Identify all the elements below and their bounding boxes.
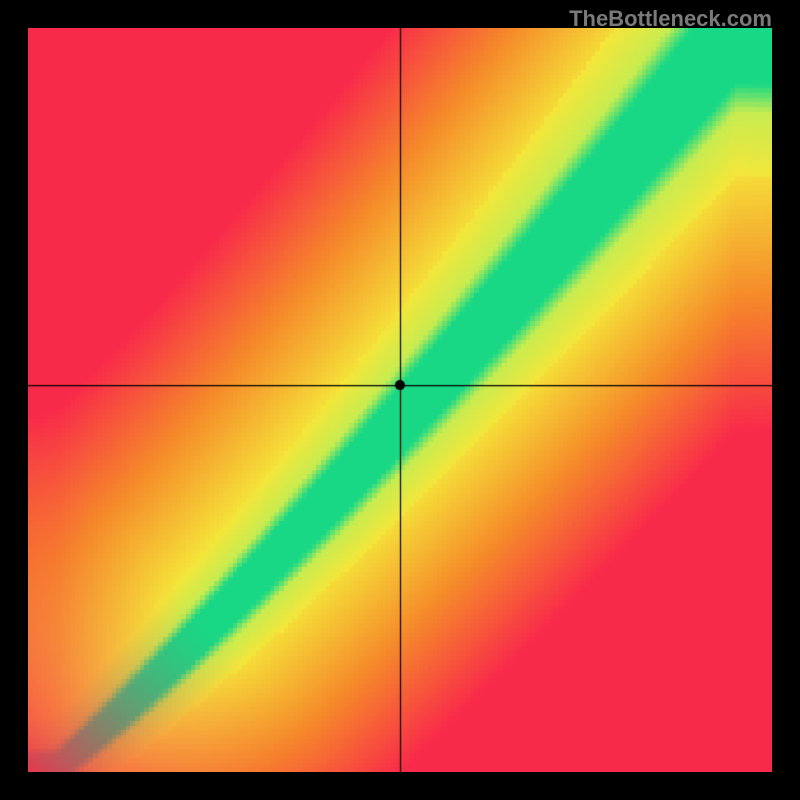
heatmap-plot: [28, 28, 772, 772]
watermark-text: TheBottleneck.com: [569, 6, 772, 32]
heatmap-canvas: [28, 28, 772, 772]
